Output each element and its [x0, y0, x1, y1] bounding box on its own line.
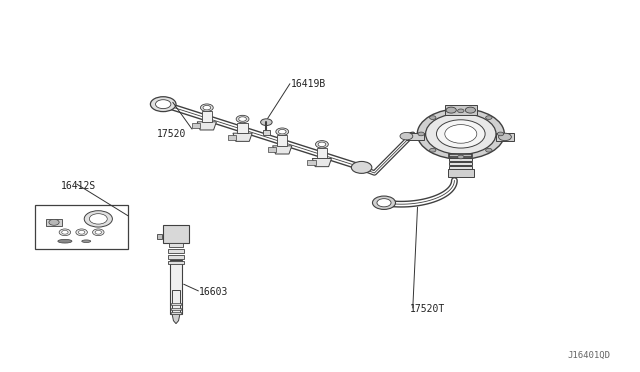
Bar [168, 261, 184, 264]
Polygon shape [228, 135, 236, 140]
Circle shape [61, 230, 68, 234]
Bar [171, 308, 181, 310]
Circle shape [318, 142, 326, 147]
Polygon shape [172, 314, 180, 324]
Circle shape [351, 161, 372, 173]
Polygon shape [192, 124, 200, 128]
Circle shape [417, 109, 504, 159]
Bar [445, 105, 477, 115]
Circle shape [446, 107, 456, 113]
Bar [168, 249, 184, 253]
Polygon shape [233, 133, 252, 141]
Circle shape [90, 214, 108, 224]
Text: 16412S: 16412S [61, 181, 96, 191]
Circle shape [465, 107, 476, 113]
Bar [448, 169, 474, 177]
Circle shape [95, 230, 102, 234]
Circle shape [316, 141, 328, 148]
Bar [317, 148, 327, 158]
Circle shape [486, 148, 492, 152]
Bar [449, 158, 472, 161]
Circle shape [278, 129, 286, 134]
Circle shape [93, 229, 104, 235]
Bar [237, 123, 248, 133]
Bar [406, 133, 424, 140]
Circle shape [377, 199, 391, 207]
Bar [168, 255, 184, 259]
Circle shape [458, 155, 464, 159]
Bar [496, 133, 514, 141]
Polygon shape [157, 234, 162, 239]
Circle shape [400, 132, 413, 140]
Circle shape [429, 148, 436, 152]
Circle shape [49, 219, 59, 225]
Polygon shape [273, 146, 292, 154]
Bar [171, 312, 181, 314]
Bar [449, 166, 472, 169]
Ellipse shape [82, 240, 91, 243]
Bar [172, 290, 180, 314]
Polygon shape [197, 122, 216, 130]
Polygon shape [46, 219, 62, 226]
Bar [171, 303, 181, 305]
Circle shape [458, 109, 464, 113]
Circle shape [445, 125, 477, 143]
Text: 17520T: 17520T [410, 304, 445, 314]
Bar [277, 135, 287, 146]
Circle shape [372, 196, 396, 209]
Circle shape [499, 133, 511, 141]
Bar [449, 154, 472, 157]
Circle shape [418, 132, 424, 136]
Circle shape [239, 117, 246, 121]
Circle shape [156, 100, 171, 109]
Bar [35, 205, 128, 249]
Bar [202, 111, 212, 122]
Polygon shape [268, 147, 276, 153]
Circle shape [236, 115, 249, 123]
Circle shape [59, 229, 70, 235]
Ellipse shape [58, 239, 72, 243]
Circle shape [436, 120, 485, 148]
Polygon shape [312, 158, 332, 167]
Circle shape [150, 97, 176, 112]
Text: 16603: 16603 [198, 287, 228, 297]
Circle shape [260, 119, 272, 125]
Text: 16419B: 16419B [291, 79, 326, 89]
Text: J16401QD: J16401QD [567, 351, 611, 360]
Circle shape [203, 105, 211, 110]
Bar [449, 169, 472, 172]
Bar [170, 260, 182, 314]
Circle shape [486, 116, 492, 119]
Bar [263, 130, 269, 135]
Polygon shape [307, 160, 316, 165]
Circle shape [426, 113, 496, 154]
Circle shape [78, 230, 85, 234]
Circle shape [429, 116, 436, 119]
Circle shape [84, 211, 113, 227]
Text: 17520: 17520 [157, 129, 186, 139]
Bar [169, 243, 184, 247]
Circle shape [276, 128, 289, 135]
Circle shape [76, 229, 87, 235]
Circle shape [497, 132, 504, 136]
Bar [449, 162, 472, 165]
Circle shape [200, 104, 213, 111]
Bar [163, 225, 189, 243]
